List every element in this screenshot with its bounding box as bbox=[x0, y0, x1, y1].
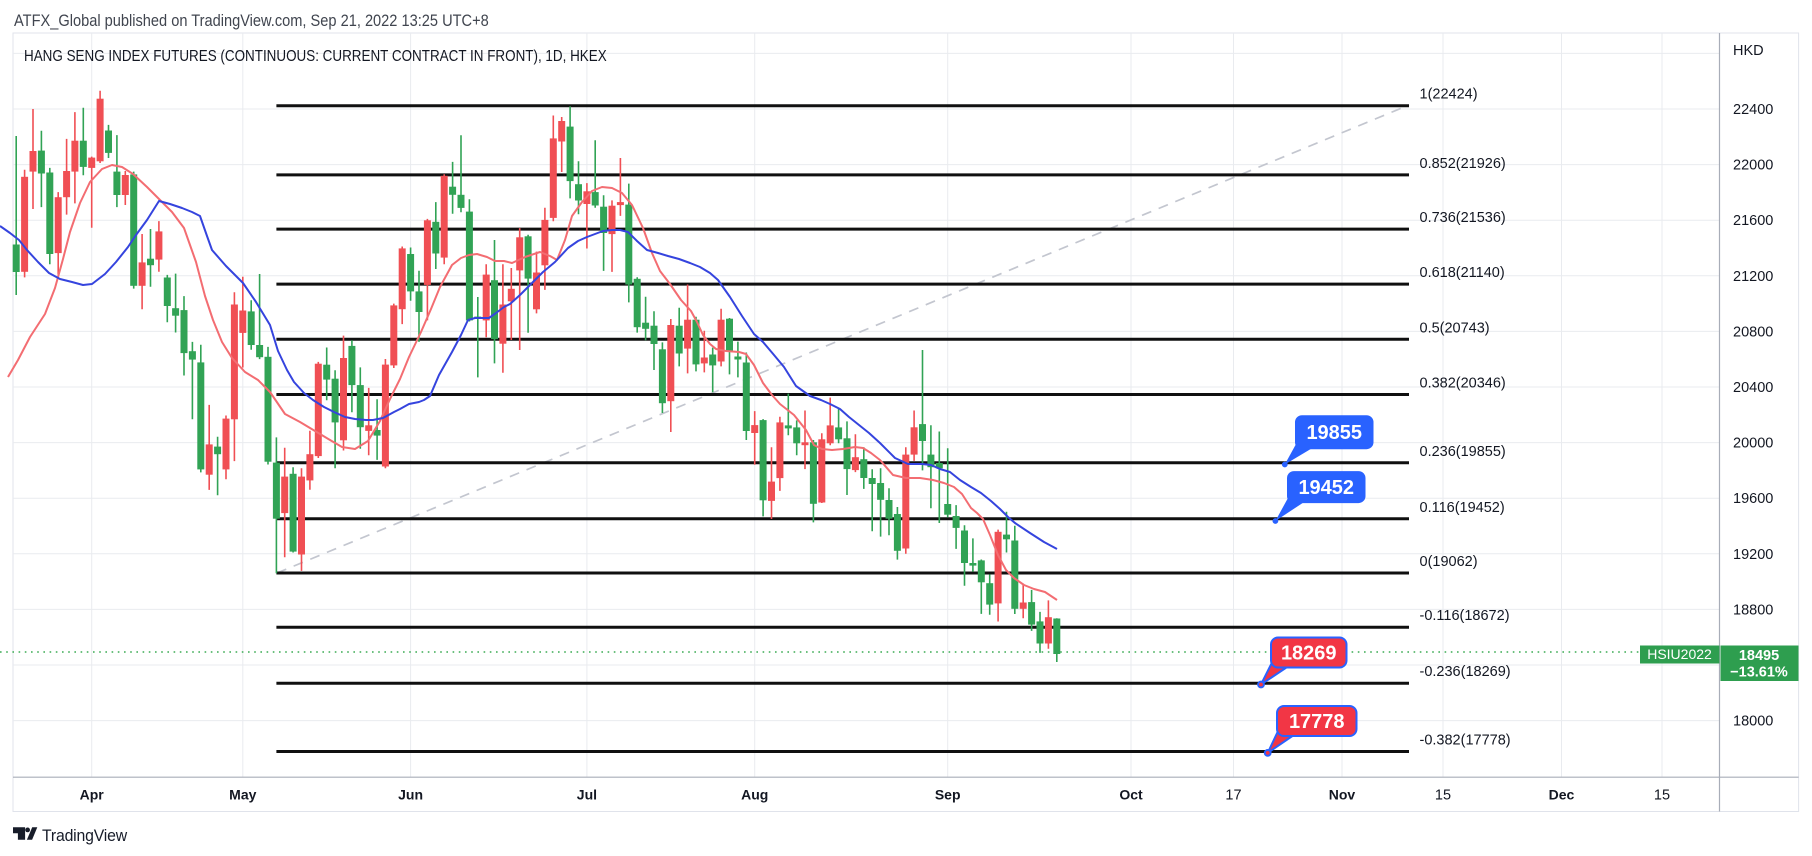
svg-text:18000: 18000 bbox=[1733, 714, 1773, 730]
svg-text:HSIU2022: HSIU2022 bbox=[1647, 646, 1712, 662]
svg-text:1(22424): 1(22424) bbox=[1420, 87, 1478, 103]
svg-text:19452: 19452 bbox=[1298, 477, 1354, 499]
svg-text:0.5(20743): 0.5(20743) bbox=[1420, 320, 1490, 336]
svg-text:19600: 19600 bbox=[1733, 491, 1773, 507]
svg-text:15: 15 bbox=[1435, 788, 1451, 804]
svg-text:-0.236(18269): -0.236(18269) bbox=[1420, 664, 1511, 680]
svg-text:Apr: Apr bbox=[80, 787, 105, 803]
svg-text:0.236(19855): 0.236(19855) bbox=[1420, 444, 1506, 460]
svg-text:22000: 22000 bbox=[1733, 158, 1773, 174]
svg-text:20000: 20000 bbox=[1733, 436, 1773, 452]
svg-text:Jun: Jun bbox=[398, 787, 423, 803]
svg-text:22400: 22400 bbox=[1733, 102, 1773, 118]
svg-text:17778: 17778 bbox=[1289, 711, 1345, 733]
svg-text:15: 15 bbox=[1654, 788, 1670, 804]
svg-text:Oct: Oct bbox=[1119, 787, 1143, 803]
svg-text:0.736(21536): 0.736(21536) bbox=[1420, 210, 1506, 226]
svg-text:21600: 21600 bbox=[1733, 213, 1773, 229]
svg-text:May: May bbox=[229, 787, 256, 803]
svg-text:0(19062): 0(19062) bbox=[1420, 554, 1478, 570]
svg-text:Nov: Nov bbox=[1329, 787, 1356, 803]
svg-text:−13.61%: −13.61% bbox=[1730, 665, 1788, 681]
svg-text:18495: 18495 bbox=[1739, 648, 1779, 664]
svg-text:0.382(20346): 0.382(20346) bbox=[1420, 376, 1506, 392]
svg-text:0.852(21926): 0.852(21926) bbox=[1420, 156, 1506, 172]
svg-text:Dec: Dec bbox=[1549, 787, 1575, 803]
svg-text:21200: 21200 bbox=[1733, 269, 1773, 285]
svg-text:0.116(19452): 0.116(19452) bbox=[1420, 500, 1505, 516]
svg-text:20800: 20800 bbox=[1733, 324, 1773, 340]
svg-text:Sep: Sep bbox=[935, 787, 961, 803]
svg-text:HKD: HKD bbox=[1733, 43, 1764, 59]
svg-text:19200: 19200 bbox=[1733, 547, 1773, 563]
svg-text:Aug: Aug bbox=[741, 787, 768, 803]
svg-text:-0.382(17778): -0.382(17778) bbox=[1420, 733, 1511, 749]
svg-text:17: 17 bbox=[1225, 788, 1241, 804]
svg-text:19855: 19855 bbox=[1306, 422, 1362, 444]
svg-text:20400: 20400 bbox=[1733, 380, 1773, 396]
svg-text:18800: 18800 bbox=[1733, 602, 1773, 618]
svg-text:Jul: Jul bbox=[577, 787, 597, 803]
svg-text:0.618(21140): 0.618(21140) bbox=[1420, 265, 1505, 281]
svg-text:-0.116(18672): -0.116(18672) bbox=[1420, 608, 1510, 624]
svg-text:18269: 18269 bbox=[1281, 643, 1337, 665]
